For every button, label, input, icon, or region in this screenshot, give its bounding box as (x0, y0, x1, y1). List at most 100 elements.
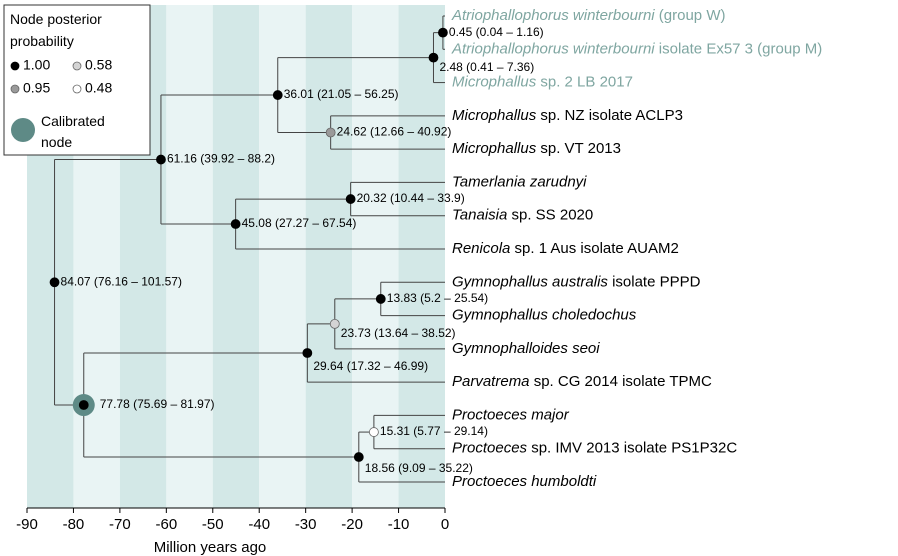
node-label: 18.56 (9.09 – 35.22) (365, 461, 473, 475)
nodes: 0.45 (0.04 – 1.16) 2.48 (0.41 – 7.36) 36.0… (49, 25, 544, 475)
node-label: 45.08 (27.27 – 67.54) (242, 216, 357, 230)
tip-plain: (group W) (655, 7, 726, 24)
legend-dot (10, 61, 20, 71)
legend-label: 0.48 (85, 80, 112, 96)
legend-calibrated-line: Calibrated (41, 113, 105, 129)
x-tick-label: -60 (155, 516, 177, 533)
tip-italic: Atriophallophorus winterbourni (451, 40, 655, 57)
x-tick-label: -80 (63, 516, 85, 533)
tip-italic: Proctoeces major (452, 406, 570, 423)
tip-label: Proctoeces sp. IMV 2013 isolate PS1P32C (452, 440, 737, 457)
node-dot (329, 318, 340, 329)
node-dot (302, 348, 313, 358)
tip-italic: Gymnophallus choledochus (452, 307, 637, 324)
tip-label: Microphallus sp. VT 2013 (452, 140, 621, 157)
tip-plain: sp. NZ isolate ACLP3 (536, 107, 683, 124)
tip-italic: Proctoeces humboldti (452, 473, 597, 490)
legend-label: 0.95 (23, 80, 50, 96)
tip-plain: isolate PPPD (608, 273, 701, 290)
legend-label: 0.58 (85, 57, 112, 73)
tip-plain: sp. IMV 2013 isolate PS1P32C (527, 440, 737, 457)
node-dot (345, 194, 356, 204)
legend-dot (72, 61, 82, 71)
tip-label: Proctoeces major (452, 406, 570, 423)
tip-label: Tamerlania zarudnyi (452, 173, 587, 190)
tip-label: Atriophallophorus winterbourni isolate E… (451, 40, 822, 57)
tip-label: Tanaisia sp. SS 2020 (452, 207, 593, 224)
tip-label: Proctoeces humboldti (452, 473, 597, 490)
band (166, 5, 213, 508)
node-label: 24.62 (12.66 – 40.92) (337, 125, 452, 139)
tip-label: Gymnophallus choledochus (452, 307, 637, 324)
tip-label: Gymnophalloides seoi (452, 340, 600, 357)
x-tick-label: -70 (109, 516, 131, 533)
legend-calibrated (11, 118, 35, 142)
node-dot (375, 294, 386, 304)
node-dot (49, 277, 60, 288)
tip-label: Microphallus sp. 2 LB 2017 (452, 74, 633, 91)
node-label: 29.64 (17.32 – 46.99) (313, 359, 428, 373)
node-dot (78, 400, 89, 410)
tip-label: Atriophallophorus winterbourni (group W) (451, 7, 725, 24)
node-label: 23.73 (13.64 – 38.52) (341, 326, 456, 340)
tip-italic: Gymnophallus australis (452, 273, 608, 290)
band (212, 5, 260, 508)
node-label: 13.83 (5.2 – 25.54) (387, 291, 488, 305)
node-label: 84.07 (76.16 – 101.57) (61, 274, 182, 288)
node-label: 0.45 (0.04 – 1.16) (449, 25, 544, 39)
x-tick-label: -90 (16, 516, 38, 533)
node-label: 77.78 (75.69 – 81.97) (100, 397, 215, 411)
x-tick-label: 0 (441, 516, 449, 533)
tip-label: Parvatrema sp. CG 2014 isolate TPMC (452, 373, 712, 390)
tree: Atriophallophorus winterbourni (group W)… (49, 7, 822, 490)
x-axis-label: Million years ago (154, 539, 267, 556)
node-label: 61.16 (39.92 – 88.2) (167, 152, 275, 166)
tip-italic: Gymnophalloides seoi (452, 340, 600, 357)
legend-title: Node posterior probability (10, 11, 102, 49)
tip-label: Renicola sp. 1 Aus isolate AUAM2 (452, 240, 679, 257)
x-tick-label: -20 (341, 516, 363, 533)
tip-italic: Tanaisia (452, 207, 507, 224)
band (398, 5, 445, 508)
tip-italic: Microphallus (452, 74, 537, 91)
tip-plain: sp. VT 2013 (536, 140, 621, 157)
band (259, 5, 306, 508)
legend-calibrated-label: Calibrated node (41, 113, 105, 150)
node-dot (325, 127, 336, 138)
tip-label: Microphallus sp. NZ isolate ACLP3 (452, 107, 683, 124)
legend-title-line: probability (10, 33, 74, 49)
tip-label: Gymnophallus australis isolate PPPD (452, 273, 701, 290)
tip-plain: isolate Ex57 3 (group M) (655, 40, 823, 57)
band (305, 5, 353, 508)
node-label: 36.01 (21.05 – 56.25) (284, 87, 399, 101)
tip-italic: Proctoeces (452, 440, 528, 457)
tip-plain: sp. 1 Aus isolate AUAM2 (510, 240, 678, 257)
legend-dot (10, 84, 20, 94)
tip-italic: Atriophallophorus winterbourni (451, 7, 655, 24)
tip-italic: Microphallus (452, 107, 537, 124)
x-tick-label: -40 (248, 516, 270, 533)
legend: Node posterior probability 1.00 0.58 0.95 0.4… (3, 4, 151, 156)
node-label: 15.31 (5.77 – 29.14) (380, 424, 488, 438)
node-label: 2.48 (0.41 – 7.36) (439, 60, 534, 74)
tip-italic: Parvatrema (452, 373, 530, 390)
node-dot (272, 90, 283, 100)
tip-plain: sp. SS 2020 (507, 207, 593, 224)
x-tick-label: -50 (202, 516, 224, 533)
tip-plain: sp. 2 LB 2017 (536, 74, 633, 91)
band (352, 5, 399, 508)
tip-italic: Tamerlania zarudnyi (452, 173, 587, 190)
node-dot (428, 52, 439, 63)
x-tick-label: -30 (295, 516, 317, 533)
tip-italic: Renicola (452, 240, 510, 257)
node-dot (353, 452, 364, 462)
legend-dot (72, 84, 82, 94)
node-dot (438, 27, 448, 38)
x-tick-label: -10 (388, 516, 410, 533)
tip-plain: sp. CG 2014 isolate TPMC (530, 373, 712, 390)
tip-italic: Microphallus (452, 140, 537, 157)
legend-calibrated-line: node (41, 134, 72, 150)
node-dot (368, 427, 379, 437)
